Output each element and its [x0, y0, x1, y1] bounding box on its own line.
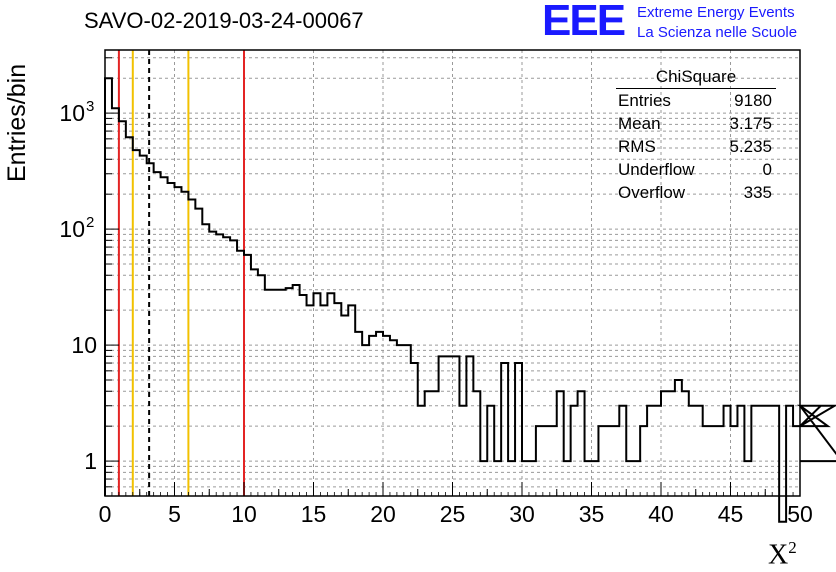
stats-title: ChiSquare	[616, 66, 776, 89]
stats-row-overflow: Overflow 335	[618, 183, 772, 202]
stats-row-mean: Mean 3.175	[618, 114, 772, 133]
stats-box: ChiSquare Entries 9180 Mean 3.175 RMS 5.235…	[612, 66, 780, 204]
histogram-series	[104, 77, 836, 523]
y-tick-exponent: 2	[86, 214, 94, 231]
chart-title: SAVO-02-2019-03-24-00067	[84, 8, 364, 33]
x-tick-label: 15	[301, 501, 327, 527]
x-tick-label: 40	[648, 501, 674, 527]
x-tick-label: 45	[718, 501, 744, 527]
y-tick-label: 10	[71, 332, 97, 358]
x-tick-label: 50	[787, 501, 813, 527]
y-axis-label: Entries/bin	[3, 63, 31, 182]
stats-row-underflow: Underflow 0	[618, 160, 772, 179]
y-tick-label: 10	[59, 216, 85, 242]
y-tick-label: 10	[59, 100, 85, 126]
reference-lines	[117, 50, 245, 496]
y-tick-exponent: 3	[86, 98, 94, 115]
x-tick-label: 10	[231, 501, 257, 527]
stats-row-entries: Entries 9180	[618, 91, 772, 110]
x-tick-label: 0	[99, 501, 112, 527]
x-tick-label: 5	[168, 501, 181, 527]
x-tick-label: 20	[370, 501, 396, 527]
stats-row-rms: RMS 5.235	[618, 137, 772, 156]
y-tick-label: 1	[84, 448, 97, 474]
logo-line-1: Extreme Energy Events	[637, 4, 795, 21]
x-tick-label: 30	[509, 501, 535, 527]
x-axis-label: X2	[768, 538, 797, 571]
x-tick-label: 35	[579, 501, 605, 527]
axis-ticks	[104, 57, 801, 497]
x-tick-label: 25	[440, 501, 466, 527]
eee-logo: EEE	[542, 0, 626, 45]
logo-line-2: La Scienza nelle Scuole	[637, 24, 798, 41]
